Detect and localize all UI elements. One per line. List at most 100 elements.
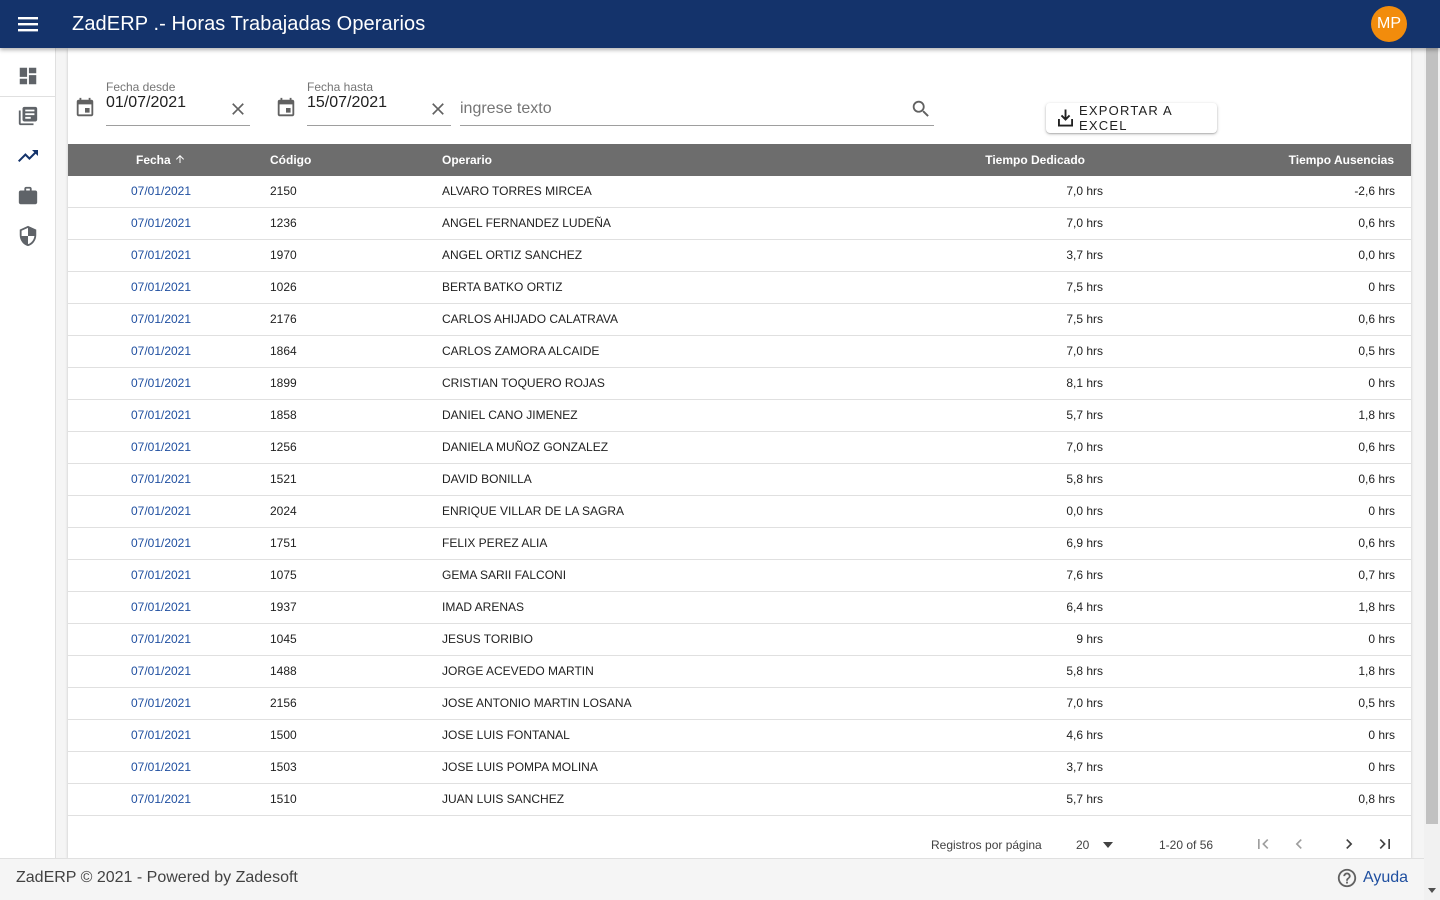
fecha-desde-label: Fecha desde (106, 80, 176, 94)
nav-item-briefcase[interactable] (0, 176, 56, 216)
scroll-down-arrow-icon[interactable] (1428, 888, 1436, 893)
cell-fecha[interactable]: 07/01/2021 (130, 440, 192, 454)
table-row[interactable]: 07/01/2021 1751 FELIX PEREZ ALIA 6,9 hrs 0,6… (68, 528, 1411, 560)
table-row[interactable]: 07/01/2021 1256 DANIELA MUÑOZ GONZALEZ 7,0 … (68, 432, 1411, 464)
calendar-icon[interactable] (275, 97, 297, 124)
table-row[interactable]: 07/01/2021 2176 CARLOS AHIJADO CALATRAVA 7,… (68, 304, 1411, 336)
trending-up-icon (18, 150, 38, 162)
cell-operario: ANGEL FERNANDEZ LUDEÑA (442, 216, 611, 230)
table-row[interactable]: 07/01/2021 1488 JORGE ACEVEDO MARTIN 5,8 hr… (68, 656, 1411, 688)
cell-operario: JORGE ACEVEDO MARTIN (442, 664, 594, 678)
cell-codigo: 1236 (270, 216, 297, 230)
rows-per-page-select[interactable]: 20 (1076, 832, 1120, 858)
table-row[interactable]: 07/01/2021 1864 CARLOS ZAMORA ALCAIDE 7,0 h… (68, 336, 1411, 368)
cell-codigo: 1488 (270, 664, 297, 678)
menu-icon[interactable] (14, 12, 42, 36)
clear-fecha-desde-icon[interactable] (228, 99, 248, 124)
table-row[interactable]: 07/01/2021 1937 IMAD ARENAS 6,4 hrs 1,8 hrs (68, 592, 1411, 624)
cell-codigo: 1521 (270, 472, 297, 486)
fecha-hasta-value[interactable]: 15/07/2021 (307, 94, 388, 111)
cell-tiempo-ausencias: 0 hrs (1368, 728, 1395, 742)
cell-fecha[interactable]: 07/01/2021 (130, 760, 192, 774)
paginator: Registros por página 20 1-20 of 56 (68, 818, 1411, 872)
table-row[interactable]: 07/01/2021 2156 JOSE ANTONIO MARTIN LOSANA… (68, 688, 1411, 720)
cell-fecha[interactable]: 07/01/2021 (130, 408, 192, 422)
table-row[interactable]: 07/01/2021 2024 ENRIQUE VILLAR DE LA SAGRA… (68, 496, 1411, 528)
cell-fecha[interactable]: 07/01/2021 (130, 792, 192, 806)
fecha-hasta-field[interactable]: Fecha hasta 15/07/2021 (307, 80, 451, 126)
user-avatar[interactable]: MP (1371, 6, 1407, 42)
help-link[interactable]: Ayuda (1336, 867, 1408, 889)
table-row[interactable]: 07/01/2021 1970 ANGEL ORTIZ SANCHEZ 3,7 hrs… (68, 240, 1411, 272)
table-row[interactable]: 07/01/2021 1026 BERTA BATKO ORTIZ 7,5 hrs 0 … (68, 272, 1411, 304)
main-content: Fecha desde 01/07/2021 Fecha hasta 15/07… (56, 48, 1424, 858)
table-row[interactable]: 07/01/2021 1503 JOSE LUIS POMPA MOLINA 3,7 … (68, 752, 1411, 784)
rows-per-page-value: 20 (1076, 838, 1090, 852)
first-page-icon (1258, 839, 1269, 849)
search-icon[interactable] (910, 98, 932, 125)
table-row[interactable]: 07/01/2021 1510 JUAN LUIS SANCHEZ 5,7 hrs 0,… (68, 784, 1411, 816)
cell-tiempo-ausencias: 0,6 hrs (1358, 472, 1395, 486)
first-page-button[interactable] (1251, 832, 1275, 856)
calendar-icon[interactable] (74, 97, 96, 124)
cell-tiempo-ausencias: 0 hrs (1368, 376, 1395, 390)
cell-tiempo-ausencias: 0,6 hrs (1358, 536, 1395, 550)
cell-operario: JOSE LUIS POMPA MOLINA (442, 760, 598, 774)
cell-tiempo-dedicado: 5,8 hrs (1066, 664, 1103, 678)
cell-fecha[interactable]: 07/01/2021 (130, 504, 192, 518)
table-row[interactable]: 07/01/2021 1236 ANGEL FERNANDEZ LUDEÑA 7,0 … (68, 208, 1411, 240)
cell-fecha[interactable]: 07/01/2021 (130, 344, 192, 358)
vertical-scrollbar[interactable] (1424, 0, 1440, 900)
nav-item-security[interactable] (0, 216, 56, 256)
column-header-fecha[interactable]: Fecha (68, 144, 254, 176)
column-header-tiempo-dedicado[interactable]: Tiempo Dedicado (985, 153, 1085, 167)
clear-fecha-hasta-icon[interactable] (428, 99, 448, 124)
cell-fecha[interactable]: 07/01/2021 (130, 280, 192, 294)
export-excel-button[interactable]: EXPORTAR A EXCEL (1046, 103, 1217, 133)
cell-fecha[interactable]: 07/01/2021 (130, 728, 192, 742)
cell-fecha[interactable]: 07/01/2021 (130, 184, 192, 198)
cell-operario: GEMA SARII FALCONI (442, 568, 567, 582)
next-page-button[interactable] (1337, 832, 1361, 856)
cell-fecha[interactable]: 07/01/2021 (130, 600, 192, 614)
cell-fecha[interactable]: 07/01/2021 (130, 696, 192, 710)
cell-fecha[interactable]: 07/01/2021 (130, 216, 192, 230)
search-field[interactable] (460, 92, 934, 126)
cell-fecha[interactable]: 07/01/2021 (130, 312, 192, 326)
nav-item-trending[interactable] (0, 136, 56, 176)
cell-fecha[interactable]: 07/01/2021 (130, 632, 192, 646)
cell-fecha[interactable]: 07/01/2021 (130, 248, 192, 262)
cell-fecha[interactable]: 07/01/2021 (130, 536, 192, 550)
previous-page-button[interactable] (1287, 832, 1311, 856)
search-input[interactable] (460, 92, 900, 126)
column-header-codigo[interactable]: Código (270, 153, 312, 167)
cell-operario: DANIEL CANO JIMENEZ (442, 408, 578, 422)
cell-fecha[interactable]: 07/01/2021 (130, 664, 192, 678)
table-row[interactable]: 07/01/2021 1045 JESUS TORIBIO 9 hrs 0 hrs (68, 624, 1411, 656)
nav-item-library[interactable] (0, 96, 56, 136)
table-row[interactable]: 07/01/2021 1521 DAVID BONILLA 5,8 hrs 0,6 hr… (68, 464, 1411, 496)
table-row[interactable]: 07/01/2021 1858 DANIEL CANO JIMENEZ 5,7 hrs… (68, 400, 1411, 432)
scrollbar-thumb[interactable] (1426, 14, 1438, 824)
fecha-desde-value[interactable]: 01/07/2021 (106, 94, 187, 111)
cell-codigo: 1045 (270, 632, 297, 646)
rows-per-page-label: Registros por página (931, 838, 1042, 852)
table-row[interactable]: 07/01/2021 1075 GEMA SARII FALCONI 7,6 hrs 0… (68, 560, 1411, 592)
cell-fecha[interactable]: 07/01/2021 (130, 472, 192, 486)
cell-fecha[interactable]: 07/01/2021 (130, 568, 192, 582)
column-header-operario[interactable]: Operario (442, 153, 493, 167)
cell-codigo: 1858 (270, 408, 297, 422)
column-header-tiempo-ausencias[interactable]: Tiempo Ausencias (1288, 153, 1394, 167)
cell-fecha[interactable]: 07/01/2021 (130, 376, 192, 390)
page-range: 1-20 of 56 (1159, 838, 1214, 852)
nav-item-dashboard[interactable] (0, 56, 56, 96)
table-row[interactable]: 07/01/2021 1500 JOSE LUIS FONTANAL 4,6 hrs 0… (68, 720, 1411, 752)
table-row[interactable]: 07/01/2021 2150 ALVARO TORRES MIRCEA 7,0 hr… (68, 176, 1411, 208)
chevron-left-icon (1295, 839, 1302, 849)
cell-operario: CARLOS ZAMORA ALCAIDE (442, 344, 600, 358)
fecha-desde-field[interactable]: Fecha desde 01/07/2021 (106, 80, 250, 126)
last-page-button[interactable] (1373, 832, 1397, 856)
cell-tiempo-ausencias: 0 hrs (1368, 632, 1395, 646)
table-body: 07/01/2021 2150 ALVARO TORRES MIRCEA 7,0 hr… (68, 176, 1411, 816)
table-row[interactable]: 07/01/2021 1899 CRISTIAN TOQUERO ROJAS 8,1 … (68, 368, 1411, 400)
